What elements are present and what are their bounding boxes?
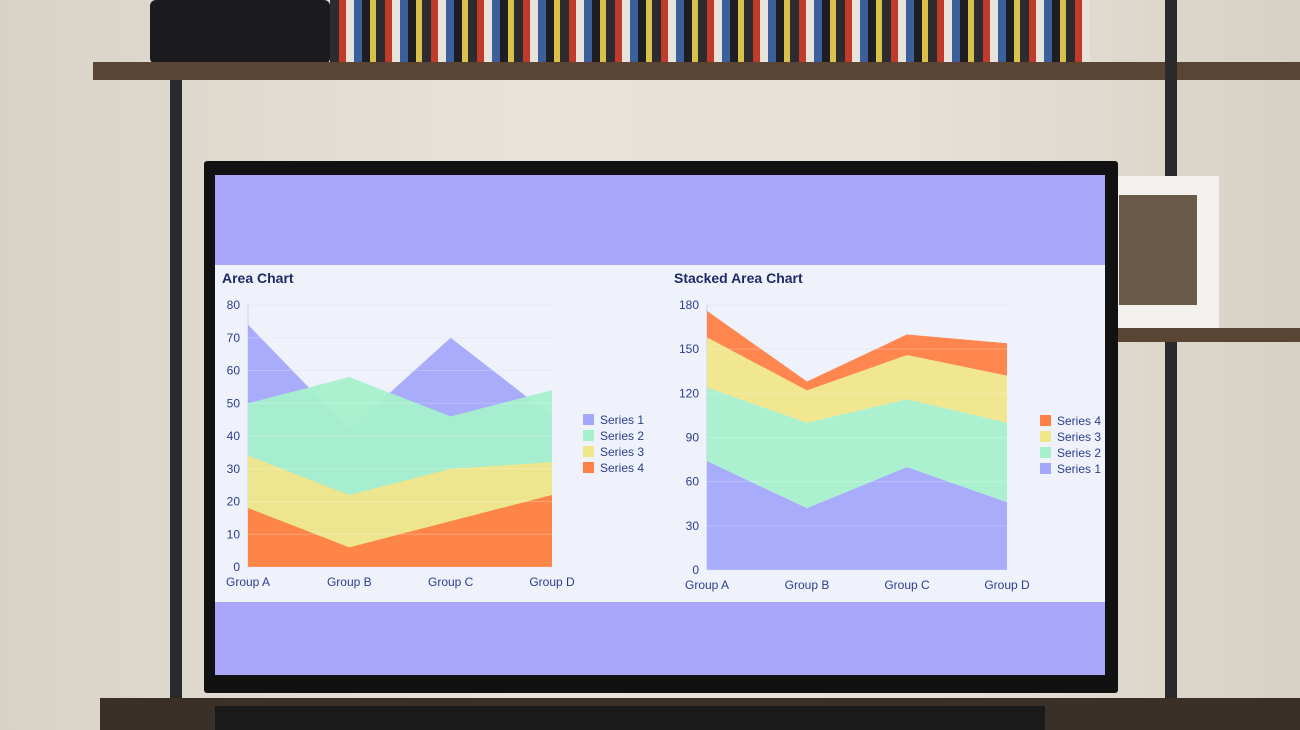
legend-label: Series 2 <box>1057 446 1101 460</box>
framed-photo <box>1119 195 1197 305</box>
x-tick-label: Group B <box>327 575 372 589</box>
y-tick-label: 180 <box>679 298 699 312</box>
y-tick-label: 30 <box>686 519 700 533</box>
legend-swatch <box>1040 431 1051 442</box>
legend-label: Series 2 <box>600 429 644 443</box>
area-series-4 <box>707 310 1007 391</box>
legend-label: Series 1 <box>600 413 644 427</box>
legend-label: Series 3 <box>1057 430 1101 444</box>
y-tick-label: 40 <box>227 429 241 443</box>
y-tick-label: 0 <box>233 560 240 574</box>
shelf <box>93 62 1300 80</box>
legend-swatch <box>1040 415 1051 426</box>
camera <box>150 0 330 64</box>
y-tick-label: 60 <box>227 364 241 378</box>
area-series-4 <box>248 494 552 567</box>
legend-swatch <box>1040 447 1051 458</box>
legend-label: Series 1 <box>1057 462 1101 476</box>
shelf-pipe-left <box>170 80 182 730</box>
legend-swatch <box>583 430 594 441</box>
y-tick-label: 70 <box>227 331 241 345</box>
soundbar <box>215 706 1045 730</box>
book-row <box>330 0 1090 64</box>
x-tick-label: Group D <box>529 575 575 589</box>
x-tick-label: Group D <box>984 578 1030 592</box>
x-tick-label: Group A <box>685 578 729 592</box>
area-series-2 <box>707 387 1007 509</box>
y-tick-label: 150 <box>679 342 699 356</box>
y-tick-label: 30 <box>227 462 241 476</box>
x-tick-label: Group B <box>785 578 830 592</box>
area-series-1 <box>707 461 1007 570</box>
legend-label: Series 4 <box>1057 414 1101 428</box>
y-tick-label: 120 <box>679 386 699 400</box>
y-tick-label: 80 <box>227 298 241 312</box>
x-tick-label: Group A <box>226 575 270 589</box>
y-tick-label: 10 <box>227 527 241 541</box>
chart-title-area: Area Chart <box>222 270 294 286</box>
side-shelf <box>1117 328 1300 342</box>
y-tick-label: 20 <box>227 495 241 509</box>
x-tick-label: Group C <box>884 578 930 592</box>
legend-swatch <box>583 446 594 457</box>
legend-swatch <box>583 462 594 473</box>
legend-swatch <box>1040 463 1051 474</box>
legend-swatch <box>583 414 594 425</box>
y-tick-label: 0 <box>692 563 699 577</box>
x-tick-label: Group C <box>428 575 474 589</box>
chart-title-stacked-area: Stacked Area Chart <box>674 270 803 286</box>
y-tick-label: 50 <box>227 396 241 410</box>
y-tick-label: 90 <box>686 431 700 445</box>
y-tick-label: 60 <box>686 475 700 489</box>
legend-label: Series 3 <box>600 445 644 459</box>
legend-label: Series 4 <box>600 461 644 475</box>
area-series-3 <box>707 337 1007 423</box>
